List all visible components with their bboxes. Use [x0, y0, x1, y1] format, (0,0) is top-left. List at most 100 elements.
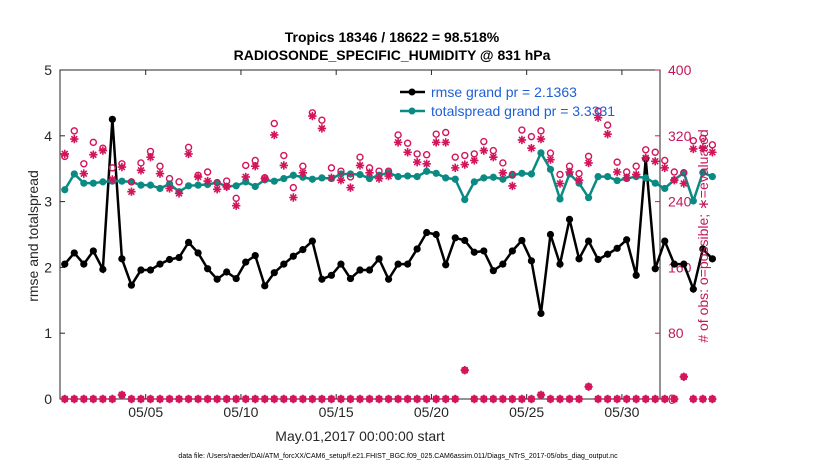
evaluated-obs-marker — [384, 171, 393, 181]
rmse-point — [404, 260, 412, 268]
rmse-point — [165, 255, 174, 264]
evaluated-obs-low-marker — [193, 394, 203, 404]
y-right-tick-label: 80 — [668, 325, 684, 341]
evaluated-obs-marker — [298, 168, 308, 178]
rmse-point — [632, 271, 640, 279]
totalspread-point — [604, 172, 612, 181]
totalspread-point — [546, 165, 555, 173]
evaluated-obs-low-marker — [584, 382, 593, 391]
evaluated-obs-marker — [89, 150, 98, 159]
rmse-point — [689, 285, 697, 293]
totalspread-point — [318, 174, 326, 182]
totalspread-point — [651, 179, 659, 187]
possible-obs-marker — [346, 173, 355, 181]
evaluated-obs-low-marker — [384, 394, 393, 404]
evaluated-obs-low-marker — [146, 394, 155, 404]
evaluated-obs-marker — [212, 185, 222, 194]
totalspread-point — [470, 178, 478, 186]
rmse-point — [489, 267, 497, 275]
evaluated-obs-marker — [470, 156, 479, 165]
evaluated-obs-marker — [641, 153, 650, 163]
evaluated-obs-marker — [317, 124, 327, 133]
possible-obs-marker — [661, 156, 669, 165]
possible-obs-marker — [670, 168, 678, 176]
evaluated-obs-marker — [517, 135, 527, 145]
rmse-point — [118, 255, 126, 263]
evaluated-obs-low-marker — [403, 394, 412, 404]
evaluated-obs-marker — [631, 170, 641, 179]
x-tick-label: 05/30 — [604, 404, 639, 420]
rmse-point — [346, 274, 355, 283]
chart-title-line1: Tropics 18346 / 18622 = 98.518% — [285, 29, 500, 45]
rmse-point — [575, 255, 583, 263]
rmse-point — [680, 260, 688, 268]
rmse-point — [61, 260, 69, 268]
possible-obs-marker — [394, 131, 402, 139]
totalspread-point — [480, 174, 488, 182]
totalspread-point — [156, 184, 164, 193]
evaluated-obs-low-marker — [355, 394, 365, 404]
evaluated-obs-low-marker — [460, 366, 469, 375]
possible-obs-marker — [413, 150, 421, 158]
evaluated-obs-low-marker — [108, 394, 117, 404]
evaluated-obs-marker — [127, 187, 136, 196]
evaluated-obs-marker — [431, 138, 441, 147]
evaluated-obs-marker — [79, 169, 89, 178]
rmse-point — [232, 274, 240, 283]
evaluated-obs-low-marker — [498, 394, 508, 404]
rmse-point — [480, 247, 488, 255]
x-axis-label: May.01,2017 00:00:00 start — [275, 428, 445, 444]
evaluated-obs-low-marker — [270, 394, 279, 404]
totalspread-point — [194, 181, 202, 189]
rmse-point — [194, 249, 202, 257]
evaluated-obs-marker — [698, 143, 708, 153]
totalspread-point — [232, 182, 240, 190]
rmse-point — [556, 260, 564, 268]
evaluated-obs-low-marker — [641, 394, 650, 404]
evaluated-obs-low-marker — [165, 394, 174, 404]
evaluated-obs-marker — [412, 157, 422, 167]
totalspread-point — [556, 195, 564, 203]
evaluated-obs-marker — [489, 152, 498, 162]
rmse-point — [613, 244, 621, 252]
y-left-tick-label: 5 — [44, 62, 52, 78]
evaluated-obs-marker — [165, 184, 174, 193]
evaluated-obs-low-marker — [79, 394, 89, 404]
plot-area — [59, 69, 661, 400]
y-left-tick-label: 1 — [44, 325, 52, 341]
evaluated-obs-low-marker — [593, 394, 603, 404]
evaluated-obs-low-marker — [212, 394, 222, 404]
evaluated-obs-marker — [231, 201, 241, 210]
possible-obs-marker — [127, 178, 136, 186]
possible-obs-marker — [537, 127, 545, 135]
totalspread-point — [461, 196, 469, 204]
evaluated-obs-low-marker — [184, 394, 193, 404]
possible-obs-marker — [327, 164, 336, 172]
rmse-point — [184, 238, 193, 246]
totalspread-point — [404, 172, 412, 180]
evaluated-obs-low-marker — [393, 394, 403, 404]
possible-obs-marker — [432, 130, 440, 138]
possible-obs-marker — [461, 151, 469, 160]
evaluated-obs-marker — [355, 161, 365, 170]
totalspread-point — [365, 174, 374, 183]
x-tick-label: 05/05 — [128, 404, 163, 420]
rmse-point — [584, 237, 593, 245]
evaluated-obs-low-marker — [279, 394, 289, 404]
evaluated-obs-low-marker — [651, 394, 660, 404]
evaluated-obs-low-marker — [422, 394, 431, 404]
possible-obs-marker — [375, 167, 383, 175]
totalspread-point — [289, 171, 297, 179]
rmse-point — [365, 266, 374, 274]
rmse-point — [413, 245, 421, 253]
rmse-point — [499, 260, 507, 268]
possible-obs-marker — [242, 161, 250, 170]
totalspread-point — [518, 169, 526, 177]
evaluated-obs-low-marker — [222, 394, 231, 404]
rmse-point — [70, 249, 78, 257]
totalspread-point — [413, 172, 421, 181]
evaluated-obs-low-marker — [612, 394, 622, 404]
rmse-point — [108, 115, 116, 123]
evaluated-obs-marker — [174, 189, 184, 198]
